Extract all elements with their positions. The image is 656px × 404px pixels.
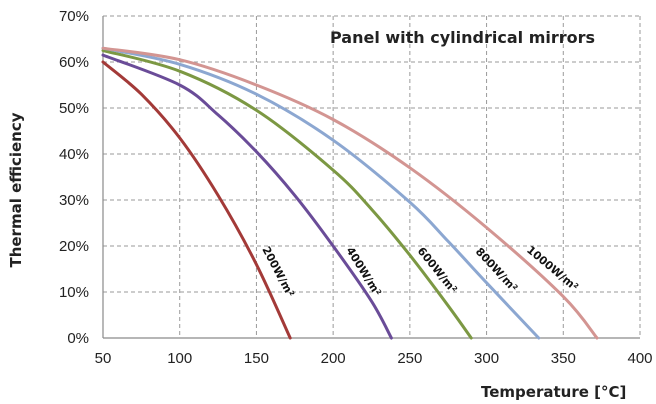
x-tick-label: 250 [397,350,422,367]
x-tick-label: 50 [95,350,112,367]
x-tick-label: 300 [474,350,499,367]
y-tick-label: 40% [59,146,89,163]
y-tick-label: 20% [59,238,89,255]
x-tick-label: 400 [627,350,652,367]
series-line-400w-m [101,53,393,340]
y-tick-label: 30% [59,192,89,209]
x-tick-label: 100 [167,350,192,367]
x-tick-label: 350 [551,350,576,367]
x-tick-labels: 50 100 150 200 250 300 350 400 [95,350,653,367]
chart-title: Panel with cylindrical mirrors [330,28,595,47]
x-tick-label: 200 [321,350,346,367]
series-line-1000w-m [101,46,599,340]
series-line-600w-m [101,49,473,340]
y-tick-label: 50% [59,100,89,117]
grid-lines [103,15,640,338]
x-tick-label: 150 [244,350,269,367]
y-tick-label: 60% [59,54,89,71]
series-labels: 200W/m² 400W/m² 600W/m² 800W/m² 1000W/m² [259,243,581,299]
plot-frame [102,16,641,339]
y-axis-title: Thermal efficiency [7,112,25,267]
series-label-200w-m: 200W/m² [259,244,297,299]
y-tick-label: 70% [59,8,89,25]
series-label-800w-m: 800W/m² [473,245,520,295]
y-tick-label: 0% [67,330,89,347]
series-lines [101,46,599,340]
y-tick-labels: 0% 10% 20% 30% 40% 50% 60% 70% [59,8,89,347]
series-line-200w-m [101,60,292,340]
series-line-800w-m [101,46,541,340]
y-tick-label: 10% [59,284,89,301]
x-axis-title: Temperature [°C] [481,383,626,401]
